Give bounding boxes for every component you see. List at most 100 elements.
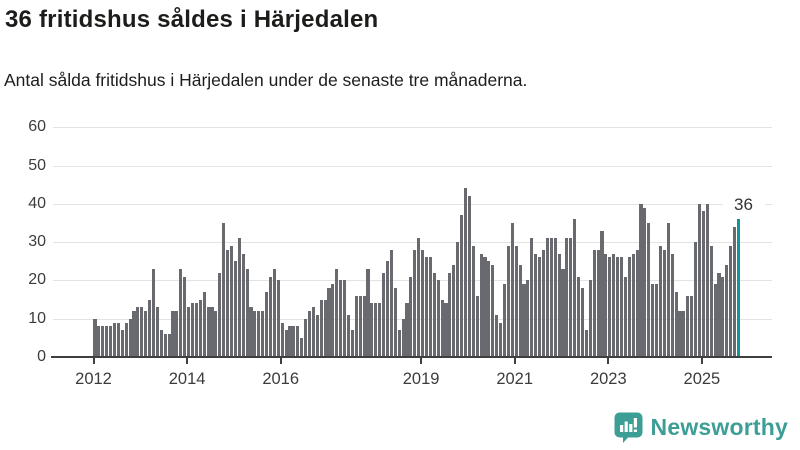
bar [222,222,226,357]
bar [233,261,237,357]
x-axis-tick [513,358,516,364]
bar [292,326,296,357]
bar [725,265,729,357]
bar [549,238,553,357]
bar [128,318,132,357]
bar [541,249,546,357]
x-axis-tick [607,358,610,364]
bar [120,330,124,357]
bar [623,276,627,357]
bar [393,288,397,357]
bar [616,257,620,357]
bar [315,314,319,357]
bar [167,334,171,357]
bar [534,253,538,357]
bar [319,299,323,357]
bar [424,257,429,357]
bar [362,295,366,357]
gridline [53,242,772,244]
bar [697,203,702,357]
bar [382,272,386,357]
bar [686,295,690,357]
bar [171,311,175,357]
bar [514,245,518,357]
bar [358,295,362,357]
bar [694,242,698,357]
bar [421,249,425,357]
bar [475,295,479,357]
bar [678,311,682,357]
bar [140,307,144,357]
x-axis-tick [420,358,423,364]
bar [643,207,647,357]
bar [105,326,109,357]
bar [175,311,179,357]
bar [413,249,417,357]
bar [479,253,483,357]
bar [327,288,331,357]
bar [506,245,510,357]
x-axis-tick-label: 2014 [168,370,206,388]
bar [522,284,526,357]
bar [495,314,499,357]
bar [265,291,269,357]
bar [577,276,581,357]
bar [545,238,549,357]
bar [518,265,522,357]
bar [210,307,214,357]
bar [690,295,694,357]
bar [132,311,136,357]
bar [460,215,464,357]
bar [658,245,663,357]
bar [569,238,573,357]
brand-name: Newsworthy [650,413,788,440]
bar [471,245,475,357]
bar [241,253,245,357]
bar [682,311,686,357]
page-title: 36 fritidshus såldes i Härjedalen [5,6,379,33]
bar [440,299,444,357]
bar [389,249,393,357]
bar [553,238,557,357]
bar [397,330,401,357]
bar [674,291,678,357]
bar [491,265,495,357]
x-axis-line [51,356,772,358]
bar [647,222,651,357]
bar [538,257,542,357]
gridline [53,280,772,282]
bar [639,203,643,357]
bar [417,238,421,357]
bar [288,326,292,357]
newsworthy-logo-icon [614,412,643,443]
bar [713,284,717,357]
bar [709,245,713,357]
bar [214,311,218,357]
bar [109,326,113,357]
bar [717,272,721,357]
bar [592,249,596,357]
bar [331,284,335,357]
x-axis-tick [186,358,189,364]
bar [557,253,561,357]
bar [483,257,487,357]
bar [276,280,280,357]
bar [526,280,530,357]
bar [561,268,565,357]
gridline [53,318,772,320]
bar [565,238,569,357]
bar [604,253,608,357]
bar [206,307,210,357]
x-axis-tick-label: 2019 [402,370,440,388]
bar [151,268,156,357]
brand-footer: Newsworthy [614,408,788,446]
bar [144,311,148,357]
bar [307,311,312,357]
y-axis-tick-label: 40 [28,194,46,212]
x-axis-tick [92,358,95,364]
bar [350,330,354,357]
bar [339,280,343,357]
bar [97,326,101,357]
bar [226,249,230,357]
bar [670,253,674,357]
